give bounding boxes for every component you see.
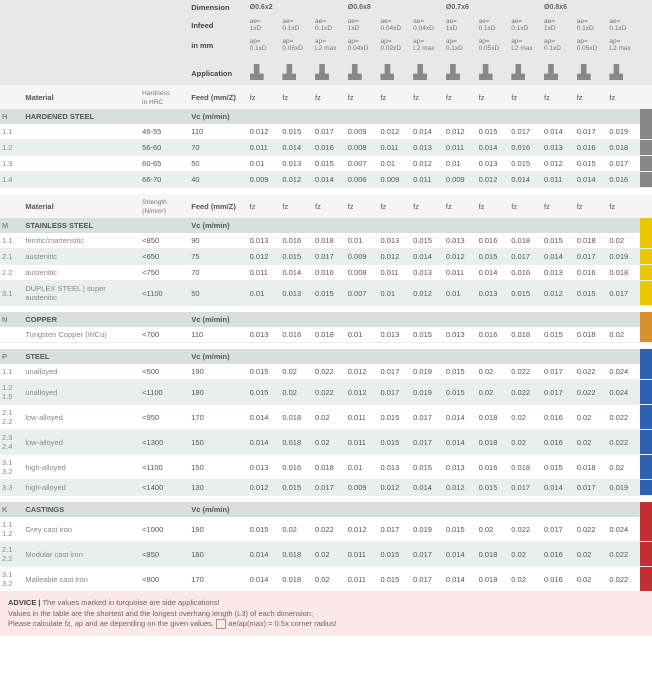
mill-icon xyxy=(282,64,296,80)
mill-icon xyxy=(544,64,558,80)
advice-line2: Values in the table are the shortest and… xyxy=(8,609,313,618)
advice-line4: ae/ap(max) = 0.5x corner radius! xyxy=(228,619,337,628)
mill-icon xyxy=(250,64,264,80)
cutting-data-table: DimensionØ0.6x2Ø0.6x8Ø0.7x6Ø0.8x6Infeeda… xyxy=(0,0,652,592)
mill-icon xyxy=(609,64,623,80)
advice-note: ADVICE | The values marked in turquoise … xyxy=(0,592,652,636)
advice-line1: The values marked in turquoise are side … xyxy=(41,598,220,607)
advice-label: ADVICE | xyxy=(8,598,41,607)
mill-icon xyxy=(413,64,427,80)
mill-icon xyxy=(446,64,460,80)
tool-icon xyxy=(216,619,226,629)
mill-icon xyxy=(479,64,493,80)
mill-icon xyxy=(380,64,394,80)
mill-icon xyxy=(348,64,362,80)
mill-icon xyxy=(315,64,329,80)
advice-line3: Please calculate fz, ap and ae depending… xyxy=(8,619,214,628)
mill-icon xyxy=(577,64,591,80)
mill-icon xyxy=(511,64,525,80)
